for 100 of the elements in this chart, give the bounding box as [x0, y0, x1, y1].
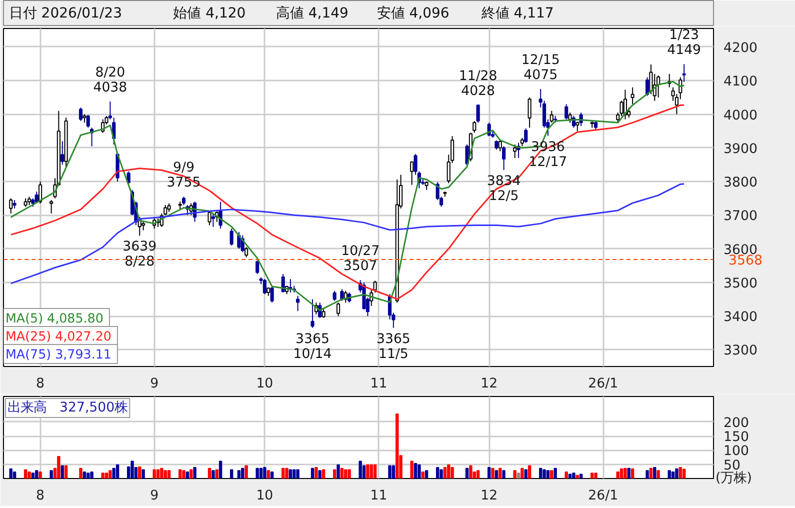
bar: [60, 465, 64, 478]
candlestick: [262, 278, 266, 295]
annotation: 8/20 4038: [93, 65, 128, 96]
bar: [627, 468, 630, 478]
bar: [624, 468, 627, 478]
text: MA(5) 4,085.80: [6, 310, 104, 326]
bar: [281, 468, 285, 478]
bar: [436, 466, 440, 478]
bar: [554, 468, 557, 478]
bar: [318, 470, 322, 478]
bar: [12, 471, 16, 478]
bar: [630, 468, 634, 478]
candlestick: [550, 110, 554, 124]
y-tick-label: 4200: [724, 41, 758, 56]
bar: [373, 464, 377, 478]
candlestick: [472, 120, 476, 134]
x-tick-label: 10: [256, 488, 274, 504]
bar: [450, 466, 454, 478]
bar: [348, 469, 351, 478]
annotation: 12/15 4075: [521, 53, 560, 84]
text: 終値 4,117: [480, 6, 554, 22]
candlestick: [256, 260, 260, 275]
bar: [35, 470, 38, 478]
bar: [370, 464, 373, 478]
text: MA(75) 3,793.11: [6, 346, 112, 362]
x-tick-label: 11: [370, 488, 388, 504]
candlestick: [50, 200, 54, 214]
bar: [388, 465, 392, 478]
bar: [270, 471, 274, 478]
candlestick: [244, 246, 248, 258]
bar: [443, 466, 447, 478]
candlestick: [373, 280, 377, 294]
bar: [82, 471, 86, 478]
bar: [502, 470, 506, 478]
bar: [494, 470, 498, 478]
bar: [215, 469, 218, 478]
x-tick-label: 11: [370, 376, 388, 392]
candlestick: [9, 198, 13, 214]
x-tick-label: 8: [36, 488, 45, 504]
bar: [678, 466, 682, 478]
bar: [28, 471, 31, 478]
annotation: 3639 8/28: [122, 240, 157, 270]
candlestick: [524, 128, 528, 144]
candlestick: [564, 104, 568, 120]
bar: [138, 466, 142, 478]
x-tick-label: 12: [480, 376, 498, 392]
bar: [296, 469, 300, 478]
x-tick-label: 26/1: [588, 488, 618, 504]
bar: [646, 470, 649, 478]
candlestick: [465, 144, 469, 166]
bar: [653, 466, 656, 478]
chart-title: 出来高 327,500株: [8, 400, 128, 416]
y-tick-label: 3400: [724, 310, 758, 326]
candlestick: [476, 104, 480, 124]
text: 高値 4,149: [276, 6, 348, 22]
bar: [218, 460, 222, 478]
bar: [101, 472, 104, 478]
bar: [212, 470, 215, 478]
bar: [193, 466, 196, 478]
y-tick-label: 4000: [724, 108, 758, 124]
bar: [668, 470, 671, 478]
bar: [31, 472, 35, 478]
candlestick: [86, 114, 90, 128]
bar: [142, 469, 145, 478]
candlestick: [410, 160, 414, 186]
candlestick: [568, 112, 572, 124]
bar: [424, 470, 428, 478]
text: 日付 2026/01/23: [8, 6, 122, 22]
candlestick: [270, 285, 274, 304]
bar: [675, 468, 678, 478]
bar: [649, 468, 653, 478]
bar: [568, 474, 572, 478]
bar: [538, 468, 542, 478]
bar: [616, 471, 620, 478]
bar: [550, 470, 554, 478]
text: 始値 4,120: [173, 6, 246, 22]
bar: [130, 460, 134, 478]
annotation: 3365 10/14: [293, 332, 332, 362]
bar: [498, 468, 502, 478]
bar: [241, 468, 244, 478]
candlestick: [494, 140, 498, 150]
bar: [259, 468, 263, 478]
bar: [392, 465, 396, 478]
bar: [178, 469, 182, 478]
bar: [682, 468, 686, 478]
bar: [465, 468, 469, 478]
bar: [263, 466, 266, 478]
candlestick: [288, 278, 292, 294]
y-tick-label: 3800: [724, 176, 758, 191]
bar: [396, 414, 399, 478]
bar: [546, 470, 550, 478]
bar: [476, 470, 480, 478]
y-tick-label: 4100: [724, 74, 758, 90]
candlestick: [576, 121, 580, 132]
candlestick: [513, 144, 517, 158]
bar: [167, 470, 171, 478]
bar: [513, 470, 516, 478]
bar: [491, 468, 494, 478]
bar: [590, 472, 594, 478]
bar: [244, 465, 248, 478]
